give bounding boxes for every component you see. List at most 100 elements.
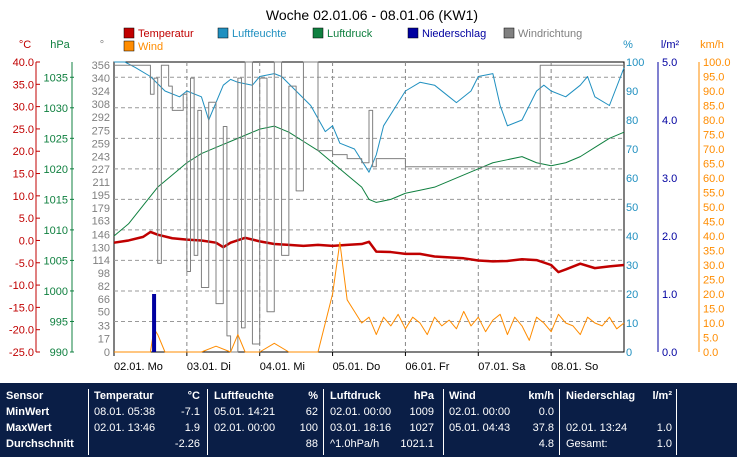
stats-header-temp-unit: °C	[187, 390, 200, 402]
stats-row-label: Durchschnitt	[6, 438, 74, 450]
stats-wind-time: 05.01. 04:43	[449, 422, 511, 434]
tick-label-dir: 179	[92, 203, 110, 215]
tick-label-dir: 275	[92, 125, 110, 137]
axis-unit-dir: °	[100, 39, 104, 51]
stats-header-hum-unit: %	[308, 390, 318, 402]
stats-header-rain-unit: l/m²	[652, 390, 672, 402]
tick-label-rain: 2.0	[662, 231, 677, 243]
tick-label-temp: 20.0	[13, 146, 34, 158]
stats-press-time: 02.01. 00:00	[330, 406, 392, 418]
tick-label-temp: 0.0	[19, 235, 34, 247]
stats-header-press: Luftdruck	[330, 390, 381, 402]
stats-hum-time: 02.01. 00:00	[214, 422, 276, 434]
series-line-windrichtung	[114, 61, 624, 353]
stats-hum-value: 100	[299, 422, 318, 434]
tick-label-wind: 55.0	[703, 188, 724, 200]
tick-label-wind: 25.0	[703, 275, 724, 287]
tick-label-dir: 356	[92, 60, 110, 72]
tick-label-temp: 30.0	[13, 102, 34, 114]
stats-wind-value: 37.8	[532, 422, 554, 434]
tick-label-temp: -15.0	[9, 302, 34, 314]
tick-label-hum: 80	[626, 115, 638, 127]
stats-header-sensor: Sensor	[6, 390, 44, 402]
axis-unit-headers: °C hPa °% l/m² km/h	[19, 39, 724, 51]
tick-label-wind: 90.0	[703, 86, 724, 98]
tick-label-hum: 100	[626, 57, 644, 69]
legend-label: Wind	[138, 41, 163, 53]
legend-swatch	[312, 27, 324, 39]
tick-label-dir: 50	[98, 307, 110, 319]
x-tick-label: 06.01. Fr	[405, 361, 449, 373]
tick-label-dir: 227	[92, 164, 110, 176]
tick-label-wind: 60.0	[703, 173, 724, 185]
tick-label-temp: -20.0	[9, 325, 34, 337]
tick-label-temp: 15.0	[13, 169, 34, 181]
stats-header-wind-unit: km/h	[528, 390, 554, 402]
tick-label-press: 1030	[44, 103, 68, 115]
legend-label: Niederschlag	[422, 28, 486, 40]
tick-label-hum: 30	[626, 260, 638, 272]
tick-label-dir: 130	[92, 242, 110, 254]
stats-press-trend: ^1.0hPa/h	[330, 438, 380, 450]
stats-temp-time: 02.01. 13:46	[94, 422, 156, 434]
tick-label-temp: -25.0	[9, 347, 34, 359]
stats-temp-value: 1.9	[184, 422, 200, 434]
tick-label-dir: 292	[92, 112, 110, 124]
stats-temp-time: 08.01. 05:38	[94, 406, 156, 418]
tick-label-dir: 163	[92, 216, 110, 228]
tick-label-dir: 211	[92, 177, 110, 189]
tick-label-rain: 0.0	[662, 347, 677, 359]
chart-legend: Temperatur Luftfeuchte Luftdruck Niederschl…	[123, 27, 582, 53]
tick-label-wind: 40.0	[703, 231, 724, 243]
tick-label-wind: 85.0	[703, 101, 724, 113]
tick-label-dir: 259	[92, 138, 110, 150]
stats-wind-value: 0.0	[538, 406, 554, 418]
tick-label-press: 1005	[44, 255, 68, 267]
tick-label-wind: 30.0	[703, 260, 724, 272]
tick-label-press: 995	[50, 316, 68, 328]
series-line-wind	[114, 241, 625, 353]
tick-label-wind: 15.0	[703, 304, 724, 316]
tick-label-temp: 35.0	[13, 79, 34, 91]
stats-hum-value: 88	[305, 438, 318, 450]
tick-label-wind: 100.0	[703, 57, 731, 69]
legend-label: Windrichtung	[518, 28, 582, 40]
tick-label-wind: 35.0	[703, 246, 724, 258]
tick-label-rain: 4.0	[662, 115, 677, 127]
stats-rain-value: 1.0	[656, 422, 672, 434]
x-tick-label: 05.01. Do	[333, 361, 381, 373]
tick-label-dir: 195	[92, 190, 110, 202]
stats-press-time: 03.01. 18:16	[330, 422, 392, 434]
stats-header-wind: Wind	[449, 390, 476, 402]
tick-label-wind: 45.0	[703, 217, 724, 229]
stats-press-value: 1009	[409, 406, 434, 418]
tick-label-wind: 20.0	[703, 289, 724, 301]
tick-label-hum: 0	[626, 347, 632, 359]
tick-label-press: 1025	[44, 133, 68, 145]
tick-label-temp: -5.0	[15, 258, 34, 270]
axis-unit-temp: °C	[19, 39, 31, 51]
tick-label-dir: 324	[92, 86, 110, 98]
stats-header-hum: Luftfeuchte	[214, 390, 274, 402]
tick-label-dir: 17	[98, 333, 110, 345]
stats-rain-time: 02.01. 13:24	[566, 422, 628, 434]
tick-label-wind: 95.0	[703, 72, 724, 84]
tick-label-rain: 1.0	[662, 289, 677, 301]
series-layer	[113, 61, 625, 353]
x-tick-label: 04.01. Mi	[260, 361, 305, 373]
tick-label-temp: 10.0	[13, 191, 34, 203]
tick-label-dir: 114	[92, 255, 110, 267]
weather-chart: Woche 02.01.06 - 08.01.06 (KW1) Temperat…	[9, 7, 731, 373]
axis-unit-press: hPa	[50, 39, 70, 51]
tick-label-press: 1010	[44, 225, 68, 237]
statistics-panel: Sensor Temperatur °C Luftfeuchte % Luftd…	[0, 383, 737, 457]
grid	[114, 62, 624, 352]
tick-label-press: 990	[50, 347, 68, 359]
tick-label-hum: 60	[626, 173, 638, 185]
axis-ticks: 40.0 35.0 30.0 25.0 20.0 15.0 10.0 5.0 0.0 -5.0 -1…	[9, 57, 731, 373]
tick-label-hum: 90	[626, 86, 638, 98]
tick-label-dir: 82	[98, 281, 110, 293]
stats-hum-value: 62	[305, 406, 318, 418]
legend-swatch	[503, 27, 515, 39]
tick-label-press: 1020	[44, 164, 68, 176]
